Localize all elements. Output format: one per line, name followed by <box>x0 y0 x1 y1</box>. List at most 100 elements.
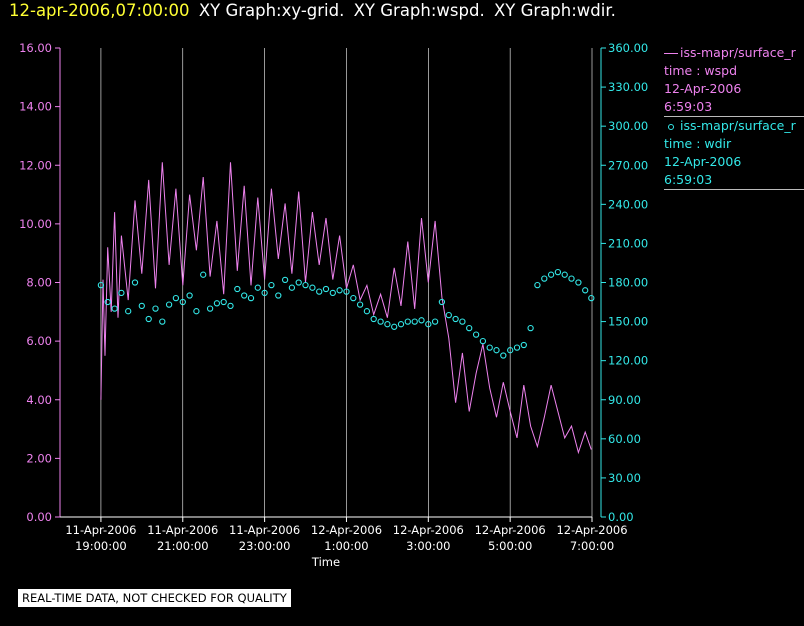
left-y-tick-label: 2.00 <box>26 451 52 465</box>
header-timestamp: 12-apr-2006,07:00:00 <box>9 1 190 20</box>
data-point-wdir <box>281 276 289 284</box>
data-point-wdir <box>377 318 384 325</box>
x-tick-label-date: 11-Apr-2006 <box>147 523 218 537</box>
right-y-tick-label: 240.00 <box>608 197 648 211</box>
legend-label: time : wspd <box>664 63 738 78</box>
data-point-wdir <box>118 289 125 297</box>
data-point-wdir <box>97 281 105 289</box>
data-point-wdir <box>363 308 371 315</box>
data-point-wdir <box>220 298 227 306</box>
data-point-wdir <box>513 344 521 351</box>
right-y-tick-label: 330.00 <box>608 80 648 94</box>
data-point-wdir <box>582 287 589 294</box>
data-point-wdir <box>404 318 411 325</box>
data-point-wdir <box>193 308 200 315</box>
header-title-wspd: XY Graph:wspd. <box>353 1 485 20</box>
data-point-wdir <box>254 284 261 291</box>
right-y-tick-label: 150.00 <box>608 315 648 329</box>
data-point-wdir <box>329 289 336 297</box>
left-y-tick-label: 4.00 <box>26 393 52 407</box>
data-point-wdir <box>268 281 275 289</box>
data-point-wdir <box>500 352 507 359</box>
data-point-wdir <box>588 294 595 302</box>
x-axis-label: Time <box>311 555 340 569</box>
data-point-wdir <box>534 281 541 289</box>
data-point-wdir <box>356 301 364 308</box>
data-point-wdir <box>322 285 330 293</box>
data-point-wdir <box>547 271 555 278</box>
left-y-tick-label: 12.00 <box>19 158 52 172</box>
data-point-wdir <box>459 318 466 325</box>
data-point-wdir <box>152 305 159 312</box>
legend-entry-wspd: iss-mapr/surface_r time : wspd 12-Apr-20… <box>664 44 804 116</box>
x-tick-label-time: 23:00:00 <box>239 539 291 553</box>
data-point-wdir <box>541 275 548 282</box>
right-y-tick-label: 60.00 <box>608 432 641 446</box>
right-y-tick-label: 300.00 <box>608 119 648 133</box>
data-point-wdir <box>111 305 118 312</box>
right-y-tick-label: 210.00 <box>608 236 648 250</box>
data-point-wdir <box>466 324 473 332</box>
data-point-wdir <box>561 271 568 278</box>
data-point-wdir <box>575 279 582 286</box>
data-point-wdir <box>568 275 575 282</box>
disclaimer-label: REAL-TIME DATA, NOT CHECKED FOR QUALITY <box>18 589 291 607</box>
data-point-wdir <box>391 323 398 330</box>
data-point-wdir <box>486 344 493 351</box>
x-tick-label-time: 5:00:00 <box>488 539 532 553</box>
left-y-tick-label: 14.00 <box>19 100 52 114</box>
data-point-wdir <box>172 294 180 302</box>
data-point-wdir <box>425 321 432 328</box>
left-y-tick-label: 10.00 <box>19 217 52 231</box>
legend: iss-mapr/surface_r time : wspd 12-Apr-20… <box>664 44 804 190</box>
x-tick-label-date: 12-Apr-2006 <box>475 523 546 537</box>
data-point-wdir <box>288 284 296 291</box>
data-point-wdir <box>507 347 514 354</box>
right-y-tick-label: 360.00 <box>608 41 648 55</box>
legend-divider <box>664 189 804 190</box>
right-y-tick-label: 0.00 <box>608 510 634 524</box>
data-point-wdir <box>145 315 152 323</box>
data-point-wdir <box>227 302 234 310</box>
right-y-tick-label: 30.00 <box>608 471 641 485</box>
legend-divider <box>664 116 804 117</box>
data-point-wdir <box>104 298 111 306</box>
data-point-wdir <box>520 341 527 349</box>
data-point-wdir <box>418 317 425 324</box>
data-point-wdir <box>438 298 446 306</box>
data-point-wdir <box>206 305 214 312</box>
left-y-tick-label: 16.00 <box>19 41 52 55</box>
legend-date: 12-Apr-2006 <box>664 154 742 169</box>
x-tick-label-date: 11-Apr-2006 <box>229 523 300 537</box>
x-tick-label-date: 12-Apr-2006 <box>556 523 627 537</box>
legend-entry-wdir: iss-mapr/surface_r time : wdir 12-Apr-20… <box>664 117 804 189</box>
data-point-wdir <box>431 318 439 325</box>
data-point-wdir <box>165 301 173 308</box>
data-point-wdir <box>397 321 405 328</box>
data-point-wdir <box>302 281 309 289</box>
data-point-wdir <box>479 337 487 345</box>
legend-time: 6:59:03 <box>664 172 713 187</box>
data-point-wdir <box>138 302 145 310</box>
data-point-wdir <box>295 279 302 286</box>
data-point-wdir <box>200 271 207 278</box>
left-y-tick-label: 6.00 <box>26 334 52 348</box>
data-point-wdir <box>186 292 193 299</box>
right-y-tick-label: 120.00 <box>608 354 648 368</box>
data-point-wdir <box>336 287 343 294</box>
circle-marker-icon <box>668 123 674 130</box>
header-title-wdir: XY Graph:wdir. <box>493 1 616 20</box>
legend-label: time : wdir <box>664 136 732 151</box>
data-point-wdir <box>411 318 418 325</box>
data-point-wdir <box>234 285 241 293</box>
data-point-wdir <box>493 347 500 354</box>
data-point-wdir <box>527 324 534 332</box>
x-tick-label-date: 12-Apr-2006 <box>311 523 382 537</box>
right-y-tick-label: 270.00 <box>608 158 648 172</box>
x-tick-label-time: 3:00:00 <box>406 539 450 553</box>
right-y-tick-label: 90.00 <box>608 393 641 407</box>
data-point-wdir <box>445 311 452 319</box>
legend-series-name: iss-mapr/surface_r <box>680 45 796 60</box>
data-point-wdir <box>384 321 391 328</box>
